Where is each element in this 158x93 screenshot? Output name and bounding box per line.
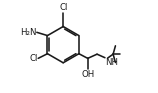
Text: Cl: Cl <box>29 54 38 63</box>
Text: Cl: Cl <box>59 3 67 12</box>
Text: OH: OH <box>81 70 94 79</box>
Text: H₂N: H₂N <box>20 28 36 37</box>
Text: NH: NH <box>105 58 118 67</box>
